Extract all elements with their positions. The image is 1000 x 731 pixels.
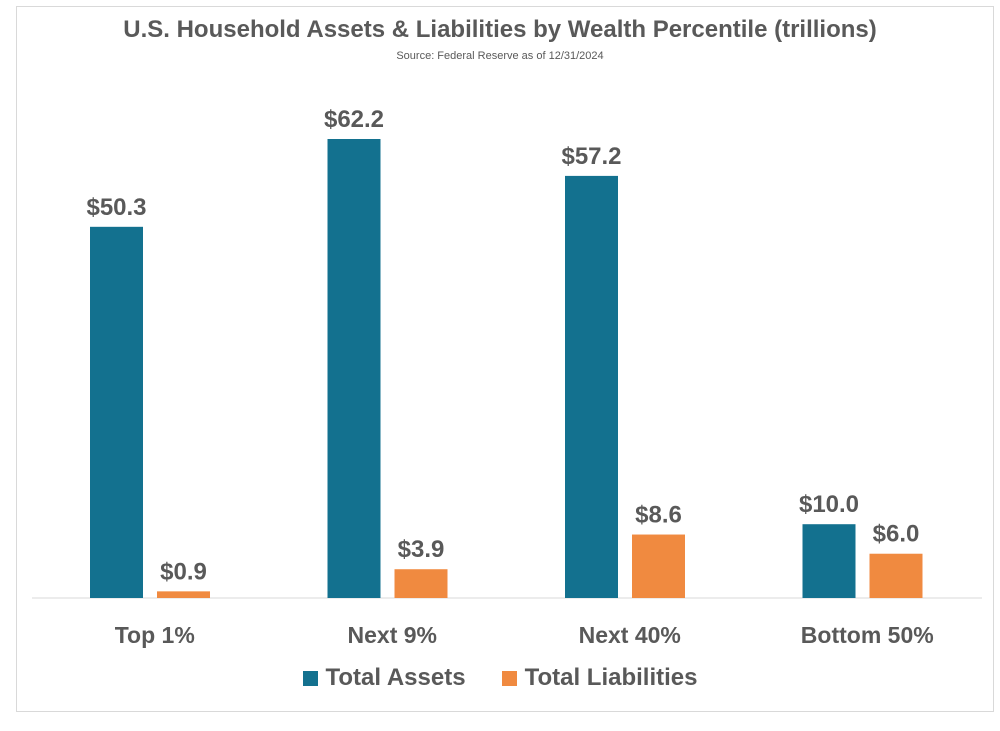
category-label-bottom-50: Bottom 50%: [801, 622, 934, 648]
bar-total-assets-bottom-50: [803, 524, 856, 598]
legend-label-liabilities: Total Liabilities: [525, 664, 698, 692]
bar-total-assets-next-40: [565, 176, 618, 598]
data-label-total-assets-next-40: $57.2: [561, 143, 621, 170]
data-label-total-liabilities-bottom-50: $6.0: [873, 521, 920, 548]
legend-swatch-assets: [303, 671, 318, 686]
category-label-top-1: Top 1%: [115, 622, 195, 648]
data-label-total-assets-top-1: $50.3: [86, 194, 146, 221]
data-label-total-liabilities-top-1: $0.9: [160, 558, 207, 585]
data-label-total-liabilities-next-9: $3.9: [398, 536, 445, 563]
data-label-total-assets-next-9: $62.2: [324, 106, 384, 133]
bar-total-liabilities-bottom-50: [870, 554, 923, 598]
data-label-total-assets-bottom-50: $10.0: [799, 491, 859, 518]
bar-total-liabilities-top-1: [157, 591, 210, 598]
category-label-next-40: Next 40%: [579, 622, 681, 648]
legend-swatch-liabilities: [502, 671, 517, 686]
legend: Total Assets Total Liabilities: [0, 664, 1000, 692]
legend-item-assets: Total Assets: [303, 664, 466, 692]
bar-chart: $50.3 $0.9 Top 1% $62.2 $3.9 Next 9% $57.2 $8.6…: [0, 0, 1000, 731]
bar-total-assets-top-1: [90, 227, 143, 598]
bar-total-liabilities-next-9: [395, 569, 448, 598]
legend-item-liabilities: Total Liabilities: [502, 664, 698, 692]
data-label-total-liabilities-next-40: $8.6: [635, 502, 682, 529]
category-label-next-9: Next 9%: [348, 622, 437, 648]
bar-total-liabilities-next-40: [632, 535, 685, 598]
legend-label-assets: Total Assets: [326, 664, 466, 692]
bar-total-assets-next-9: [328, 139, 381, 598]
